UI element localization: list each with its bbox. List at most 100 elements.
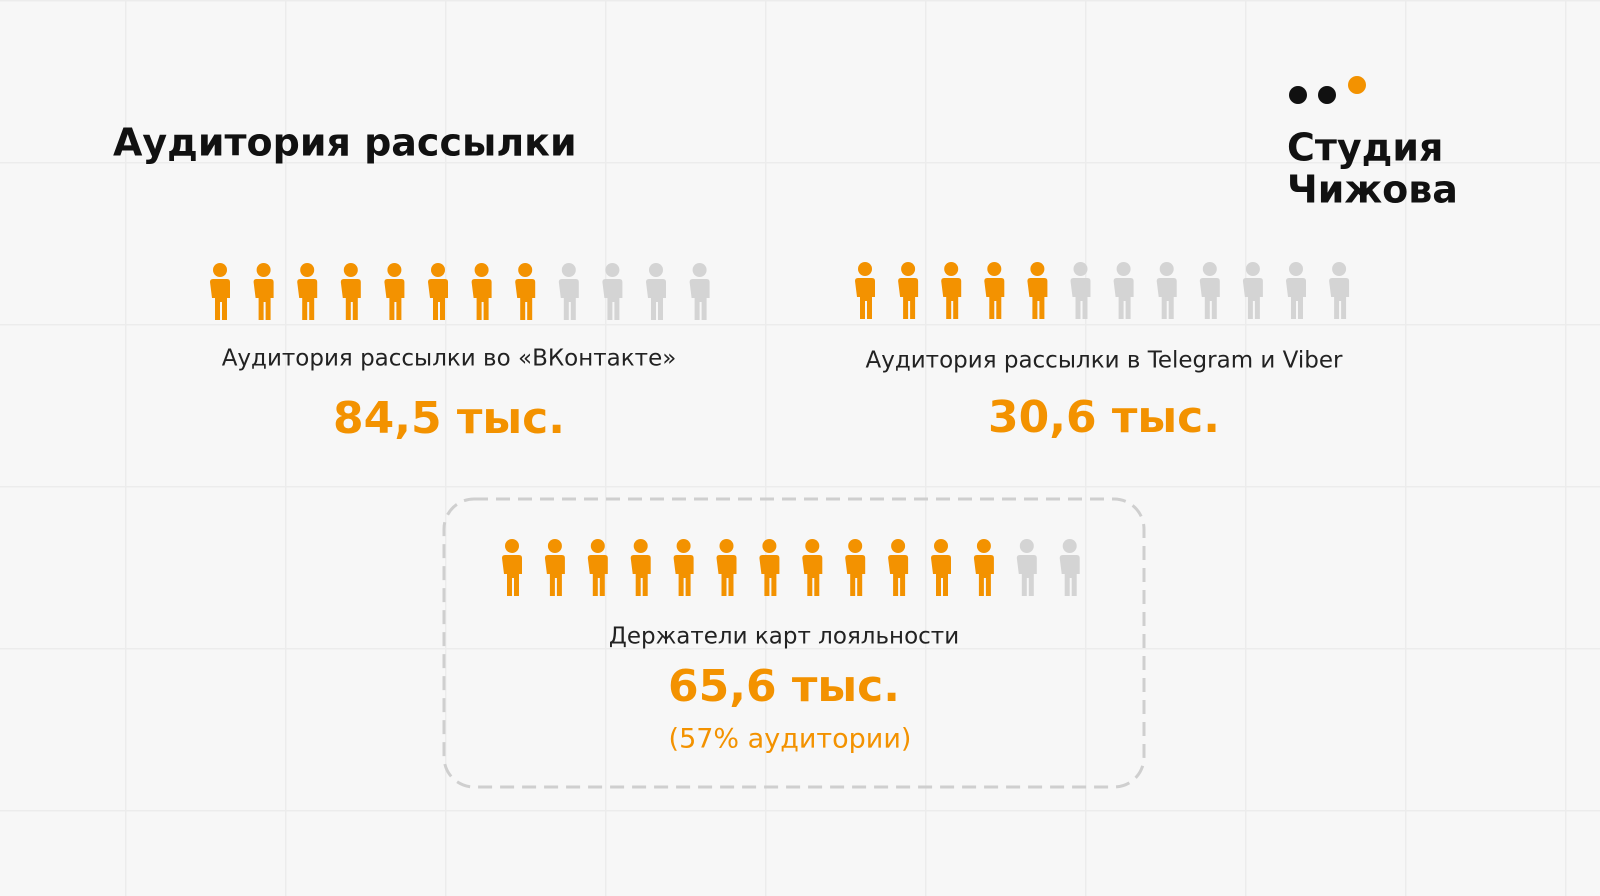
logo-text: Студия xyxy=(1287,126,1443,170)
icon-body xyxy=(1199,278,1220,319)
icon-head xyxy=(256,263,271,277)
icon-body xyxy=(1027,278,1048,319)
icon-head xyxy=(1019,539,1034,553)
group-value: 84,5 тыс. xyxy=(333,393,565,444)
person-icon xyxy=(340,263,361,320)
icon-body xyxy=(984,278,1005,319)
icon-head xyxy=(805,539,820,553)
icon-body xyxy=(1113,278,1134,319)
group-label: Аудитория рассылки во «ВКонтакте» xyxy=(222,346,677,372)
person-icon xyxy=(898,262,919,319)
icon-body xyxy=(716,555,737,596)
person-icon xyxy=(1329,262,1350,319)
person-icon xyxy=(428,263,448,320)
person-icon xyxy=(855,262,875,319)
icon-head xyxy=(213,263,227,277)
person-icon xyxy=(1286,262,1306,319)
icon-head xyxy=(1202,262,1217,276)
person-icon xyxy=(802,539,823,596)
icon-head xyxy=(518,263,533,277)
person-icon xyxy=(845,539,866,596)
icon-head xyxy=(692,263,707,277)
person-icon xyxy=(1027,262,1048,319)
icon-body xyxy=(428,279,448,320)
icon-body xyxy=(1059,555,1080,596)
icon-body xyxy=(689,279,710,320)
icon-head xyxy=(590,539,605,553)
group-note: (57% аудитории) xyxy=(669,724,912,755)
person-icon xyxy=(253,263,274,320)
icon-head xyxy=(934,539,948,553)
icon-body xyxy=(253,279,274,320)
icon-head xyxy=(605,263,620,277)
icon-head xyxy=(1332,262,1347,276)
icon-head xyxy=(987,262,1002,276)
person-icon xyxy=(587,539,608,596)
icon-body xyxy=(931,555,951,596)
icon-head xyxy=(1159,262,1174,276)
icon-body xyxy=(646,279,666,320)
person-icon xyxy=(1113,262,1134,319)
group-label: Держатели карт лояльности xyxy=(609,624,959,650)
icon-head xyxy=(561,263,576,277)
icon-body xyxy=(855,278,875,319)
icon-head xyxy=(719,539,734,553)
person-icon xyxy=(646,263,666,320)
icon-body xyxy=(210,279,230,320)
icon-head xyxy=(1030,262,1045,276)
person-icon xyxy=(673,539,694,596)
icon-head xyxy=(944,262,959,276)
logo-dot xyxy=(1348,76,1366,94)
logo-dot xyxy=(1318,86,1336,104)
icon-body xyxy=(384,279,405,320)
person-icon xyxy=(544,539,565,596)
icon-body xyxy=(1242,278,1263,319)
logo-text: Чижова xyxy=(1287,168,1458,212)
icon-body xyxy=(602,279,623,320)
icon-body xyxy=(845,555,866,596)
icon-body xyxy=(759,555,780,596)
person-icon xyxy=(1156,262,1177,319)
icon-head xyxy=(1245,262,1260,276)
icon-body xyxy=(802,555,823,596)
icon-head xyxy=(676,539,691,553)
icon-body xyxy=(471,279,492,320)
person-icon xyxy=(602,263,623,320)
icon-body xyxy=(558,279,579,320)
person-icon xyxy=(689,263,710,320)
icon-head xyxy=(1073,262,1088,276)
icon-body xyxy=(1156,278,1177,319)
icon-body xyxy=(941,278,962,319)
icon-body xyxy=(1286,278,1306,319)
icon-body xyxy=(502,555,522,596)
icon-body xyxy=(515,279,536,320)
icon-head xyxy=(848,539,863,553)
person-icon xyxy=(1016,539,1037,596)
icon-body xyxy=(297,279,318,320)
icon-head xyxy=(901,262,916,276)
icon-head xyxy=(1062,539,1077,553)
icon-head xyxy=(387,263,402,277)
icon-head xyxy=(474,263,489,277)
person-icon xyxy=(384,263,405,320)
icon-head xyxy=(976,539,991,553)
person-icon xyxy=(630,539,651,596)
person-icon xyxy=(941,262,962,319)
icon-head xyxy=(547,539,562,553)
group-label: Аудитория рассылки в Telegram и Viber xyxy=(865,348,1343,374)
icon-head xyxy=(300,263,315,277)
icon-body xyxy=(898,278,919,319)
highlight-frame xyxy=(442,497,1146,789)
person-icon xyxy=(984,262,1005,319)
person-icon xyxy=(716,539,737,596)
group-value: 65,6 тыс. xyxy=(668,661,900,712)
person-icon xyxy=(558,263,579,320)
person-icon xyxy=(888,539,909,596)
icon-body xyxy=(1016,555,1037,596)
icon-body xyxy=(544,555,565,596)
icon-head xyxy=(505,539,519,553)
group-value: 30,6 тыс. xyxy=(988,392,1220,443)
title: Аудитория рассылки xyxy=(113,121,577,165)
